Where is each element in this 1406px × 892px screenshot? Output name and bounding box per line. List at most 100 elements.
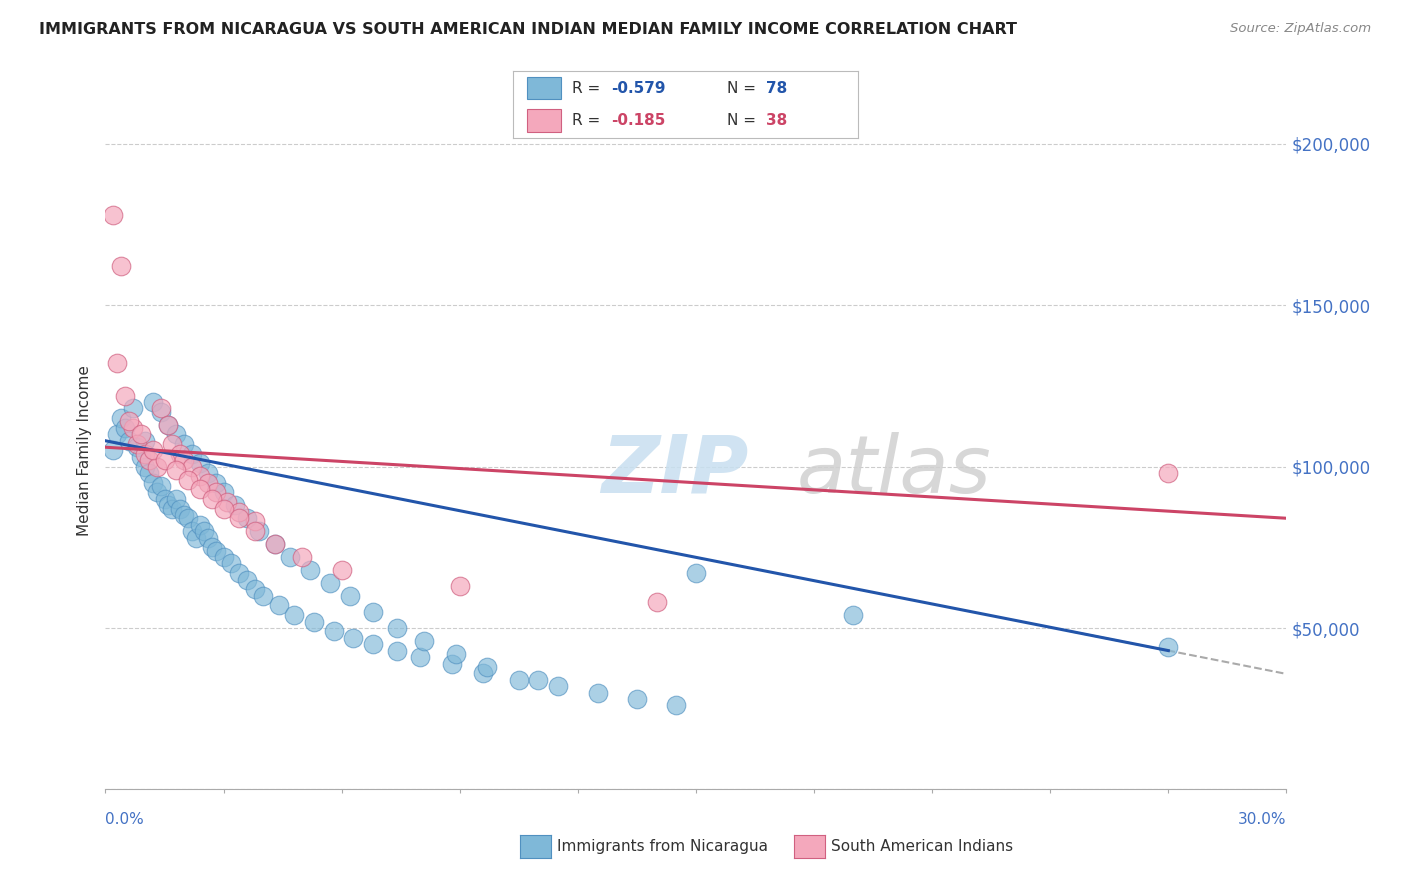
Bar	[527, 110, 561, 131]
Point	[173, 437, 195, 451]
Point	[142, 395, 165, 409]
Point	[385, 643, 408, 657]
Point	[243, 582, 266, 597]
Point	[110, 411, 132, 425]
Point	[142, 475, 165, 490]
Point	[201, 541, 224, 555]
Point	[221, 557, 243, 571]
Point	[188, 517, 211, 532]
Point	[508, 673, 530, 687]
Point	[339, 589, 361, 603]
Point	[138, 453, 160, 467]
Point	[110, 260, 132, 274]
Point	[236, 573, 259, 587]
Text: Source: ZipAtlas.com: Source: ZipAtlas.com	[1230, 22, 1371, 36]
Point	[142, 443, 165, 458]
Point	[181, 447, 204, 461]
Point	[129, 427, 152, 442]
Point	[153, 491, 176, 506]
Point	[322, 624, 344, 639]
Text: South American Indians: South American Indians	[831, 839, 1014, 854]
Text: 0.0%: 0.0%	[105, 812, 145, 827]
Point	[181, 459, 204, 474]
Point	[299, 563, 322, 577]
Point	[145, 459, 167, 474]
Text: 38: 38	[766, 113, 787, 128]
Point	[165, 463, 187, 477]
Text: N =: N =	[727, 81, 761, 96]
Point	[842, 608, 865, 623]
Point	[197, 475, 219, 490]
Point	[153, 453, 176, 467]
Point	[193, 524, 215, 538]
Point	[201, 491, 224, 506]
Point	[472, 666, 495, 681]
Point	[547, 679, 569, 693]
Point	[1157, 466, 1180, 480]
Point	[217, 495, 239, 509]
Text: -0.579: -0.579	[612, 81, 666, 96]
Point	[263, 537, 285, 551]
Point	[685, 566, 707, 581]
Point	[236, 511, 259, 525]
Point	[212, 549, 235, 564]
Point	[252, 589, 274, 603]
Point	[342, 631, 364, 645]
Point	[181, 524, 204, 538]
Point	[157, 417, 180, 432]
Point	[204, 475, 226, 490]
Point	[291, 549, 314, 564]
Text: N =: N =	[727, 113, 761, 128]
Text: Immigrants from Nicaragua: Immigrants from Nicaragua	[557, 839, 768, 854]
Text: IMMIGRANTS FROM NICARAGUA VS SOUTH AMERICAN INDIAN MEDIAN FAMILY INCOME CORRELAT: IMMIGRANTS FROM NICARAGUA VS SOUTH AMERI…	[39, 22, 1018, 37]
Point	[122, 401, 145, 416]
Point	[149, 405, 172, 419]
Point	[149, 479, 172, 493]
Point	[177, 511, 200, 525]
Point	[157, 417, 180, 432]
Point	[361, 637, 384, 651]
Point	[665, 698, 688, 713]
Point	[302, 615, 325, 629]
Point	[184, 531, 207, 545]
Point	[129, 450, 152, 464]
Text: R =: R =	[572, 113, 605, 128]
Point	[280, 549, 302, 564]
Point	[149, 401, 172, 416]
Point	[134, 459, 156, 474]
Point	[263, 537, 285, 551]
Y-axis label: Median Family Income: Median Family Income	[77, 365, 93, 536]
Point	[165, 427, 187, 442]
Point	[204, 485, 226, 500]
Point	[212, 485, 235, 500]
Point	[409, 650, 432, 665]
Point	[169, 501, 191, 516]
Text: 78: 78	[766, 81, 787, 96]
Point	[177, 473, 200, 487]
Point	[247, 524, 270, 538]
Point	[103, 208, 125, 222]
Point	[267, 599, 290, 613]
Point	[228, 505, 250, 519]
Point	[118, 414, 141, 428]
Point	[173, 508, 195, 522]
Point	[626, 692, 648, 706]
Point	[169, 447, 191, 461]
Point	[212, 501, 235, 516]
Point	[586, 685, 609, 699]
Point	[224, 499, 246, 513]
Point	[173, 453, 195, 467]
Text: 30.0%: 30.0%	[1239, 812, 1286, 827]
Text: R =: R =	[572, 81, 605, 96]
Point	[188, 469, 211, 483]
Point	[243, 515, 266, 529]
Text: ZIP: ZIP	[602, 432, 749, 510]
Point	[134, 434, 156, 448]
Point	[330, 563, 353, 577]
Point	[1157, 640, 1180, 655]
Point	[477, 659, 499, 673]
Point	[114, 388, 136, 402]
Point	[228, 511, 250, 525]
Text: atlas: atlas	[796, 432, 991, 510]
Point	[162, 437, 184, 451]
